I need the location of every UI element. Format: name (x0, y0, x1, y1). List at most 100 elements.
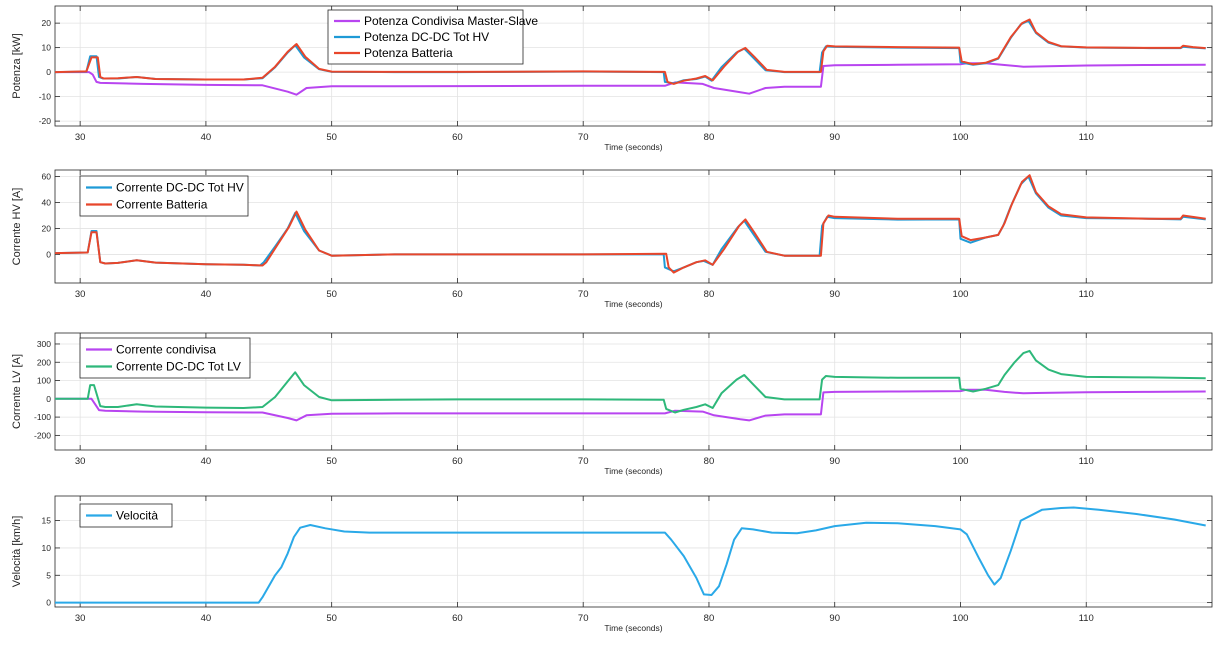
y-tick-label: 100 (37, 376, 51, 386)
series-group (55, 18, 1206, 96)
y-axis: -20 -10 0 10 20 Potenza [kW] (11, 18, 1212, 126)
x-tick-label: 40 (201, 456, 212, 467)
x-axis: 30 40 50 60 70 80 90 100 110 Time (seconds) (75, 496, 1094, 633)
legend: Velocità (79, 503, 173, 528)
x-axis: 30 40 50 60 70 80 90 100 110 Time (seconds) (75, 170, 1094, 309)
series-line-1 (55, 506, 1206, 604)
x-tick-label: 110 (1079, 456, 1094, 467)
x-tick-label: 90 (829, 613, 840, 624)
y-tick-label: 40 (42, 197, 52, 207)
legend-box (79, 337, 251, 379)
y-axis-label: Corrente LV [A] (11, 354, 23, 429)
legend-box (79, 175, 249, 217)
y-axis: 0 20 40 60 Corrente HV [A] (11, 171, 1212, 265)
x-tick-label: 50 (326, 289, 337, 300)
x-tick-label: 40 (201, 613, 212, 624)
legend: Corrente DC-DC Tot HV Corrente Batteria (79, 175, 249, 217)
y-tick-label: -100 (34, 412, 51, 422)
series-line-1 (55, 62, 1206, 96)
x-tick-label: 70 (578, 289, 589, 300)
x-tick-label: 60 (452, 456, 463, 467)
legend-box (79, 503, 173, 528)
x-axis-label: Time (seconds) (604, 299, 662, 309)
x-tick-label: 40 (201, 132, 212, 143)
x-tick-label: 100 (953, 613, 969, 624)
y-tick-label: 15 (42, 516, 52, 526)
y-tick-label: 60 (42, 171, 52, 181)
y-tick-label: 10 (42, 543, 52, 553)
x-tick-label: 70 (578, 132, 589, 143)
x-tick-label: 40 (201, 289, 212, 300)
y-tick-label: 300 (37, 339, 51, 349)
chart-panel-4: 30 40 50 60 70 80 90 100 110 Time (seconds) 0 5 10 15… (11, 495, 1213, 633)
series-group (55, 174, 1206, 274)
y-tick-label: -20 (39, 116, 52, 126)
series-group (55, 349, 1206, 422)
y-axis-label: Corrente HV [A] (11, 188, 23, 266)
axes-box (54, 5, 1213, 127)
chart-panel-2: 30 40 50 60 70 80 90 100 110 Time (seconds) 0 20 40 6… (11, 169, 1213, 309)
x-tick-label: 80 (704, 613, 715, 624)
x-tick-label: 80 (704, 456, 715, 467)
legend-label: Corrente DC-DC Tot HV (116, 181, 244, 195)
legend-label: Potenza Batteria (364, 46, 453, 60)
x-tick-label: 90 (829, 456, 840, 467)
x-tick-label: 110 (1079, 132, 1094, 143)
series-line-2 (55, 174, 1206, 274)
x-tick-label: 110 (1079, 289, 1094, 300)
x-axis-label: Time (seconds) (604, 142, 662, 152)
x-tick-label: 70 (578, 456, 589, 467)
y-tick-label: 10 (42, 43, 52, 53)
y-tick-label: 0 (46, 67, 51, 77)
x-tick-label: 50 (326, 132, 337, 143)
legend: Potenza Condivisa Master-Slave Potenza DC… (327, 9, 538, 65)
legend: Corrente condivisa Corrente DC-DC Tot LV (79, 337, 251, 379)
axes-box (54, 169, 1213, 284)
y-tick-label: 20 (42, 223, 52, 233)
y-tick-label: 0 (46, 394, 51, 404)
y-tick-label: 20 (42, 18, 52, 28)
x-axis-label: Time (seconds) (604, 466, 662, 476)
x-tick-label: 90 (829, 132, 840, 143)
x-axis-label: Time (seconds) (604, 623, 662, 633)
series-group (55, 506, 1206, 604)
legend-label: Potenza Condivisa Master-Slave (364, 14, 538, 28)
series-line-1 (55, 388, 1206, 422)
legend-label: Velocità (116, 509, 158, 523)
legend-label: Corrente DC-DC Tot LV (116, 360, 241, 374)
y-axis: -200 -100 0 100 200 300 Corrente LV [A] (11, 339, 1212, 440)
x-tick-label: 90 (829, 289, 840, 300)
x-axis: 30 40 50 60 70 80 90 100 110 Time (seconds) (75, 333, 1094, 476)
legend-label: Corrente condivisa (116, 343, 216, 357)
legend-label: Potenza DC-DC Tot HV (364, 30, 489, 44)
x-tick-label: 30 (75, 456, 86, 467)
x-tick-label: 60 (452, 613, 463, 624)
x-tick-label: 50 (326, 456, 337, 467)
x-tick-label: 80 (704, 289, 715, 300)
x-tick-label: 50 (326, 613, 337, 624)
y-tick-label: 0 (46, 598, 51, 608)
series-line-2 (55, 349, 1206, 414)
axes-box (54, 495, 1213, 608)
x-tick-label: 80 (704, 132, 715, 143)
x-axis: 30 40 50 60 70 80 90 100 110 Time (seconds) (75, 6, 1094, 152)
x-tick-label: 110 (1079, 613, 1094, 624)
y-axis: 0 5 10 15 Velocità [km/h] (11, 516, 1212, 608)
x-tick-label: 100 (953, 132, 969, 143)
y-axis-label: Velocità [km/h] (11, 516, 23, 588)
legend-box (327, 9, 524, 65)
x-tick-label: 60 (452, 132, 463, 143)
y-axis-label: Potenza [kW] (11, 33, 23, 98)
legend-label: Corrente Batteria (116, 198, 208, 212)
y-tick-label: 200 (37, 357, 51, 367)
y-tick-label: 0 (46, 249, 51, 259)
x-tick-label: 100 (953, 289, 969, 300)
x-tick-label: 30 (75, 132, 86, 143)
y-tick-label: 5 (46, 570, 51, 580)
axes-box (54, 332, 1213, 451)
x-tick-label: 30 (75, 613, 86, 624)
x-tick-label: 30 (75, 289, 86, 300)
y-tick-label: -200 (34, 430, 51, 440)
